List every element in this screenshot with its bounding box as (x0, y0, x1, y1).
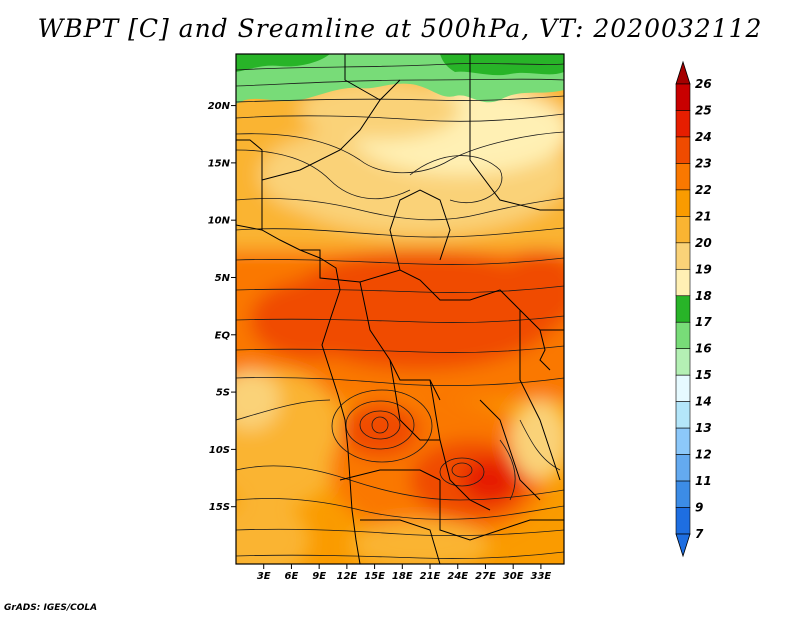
lon-label: 12E (336, 571, 357, 582)
colorbar-segment (675, 480, 691, 508)
colorbar-segment (675, 268, 691, 297)
chart-title: WBPT [C] and Sreamline at 500hPa, VT: 20… (37, 14, 763, 43)
lat-label: 5S (216, 388, 230, 399)
colorbar-segment (675, 216, 691, 244)
colorbar-label: 17 (695, 315, 712, 329)
colorbar-label: 18 (695, 289, 712, 303)
colorbar-segment (675, 83, 691, 111)
colorbar-segment (675, 507, 691, 535)
plot-frame (235, 53, 565, 565)
streamlines (236, 63, 564, 559)
colorbar-label: 23 (695, 156, 712, 170)
colorbar-segment (675, 295, 691, 323)
colorbar-segment (675, 321, 691, 350)
lon-label: 33E (531, 571, 552, 582)
colorbar-top-triangle (675, 60, 691, 85)
colorbar-label: 13 (695, 421, 712, 435)
colorbar-segment (675, 242, 691, 270)
colorbar-segment (675, 163, 691, 191)
lon-label: 9E (312, 571, 326, 582)
lon-label: 21E (420, 571, 441, 582)
country-borders (236, 54, 564, 564)
grads-credit: GrADS: IGES/COLA (4, 603, 98, 613)
colorbar-label: 24 (695, 130, 712, 144)
colorbar: 26 25 24 23 22 21 20 19 18 17 16 15 14 13 12 11 9 7 (675, 60, 712, 558)
colorbar-segment (675, 348, 691, 376)
colorbar-label: 16 (695, 342, 712, 356)
colorbar-segment (675, 401, 691, 429)
lon-label: 3E (257, 571, 271, 582)
colorbar-label: 11 (695, 474, 712, 488)
lat-label: 10S (209, 445, 230, 456)
lon-label: 27E (475, 571, 496, 582)
longitude-axis: 3E 6E 9E 12E 15E 18E 21E 24E 27E 30E 33E (257, 564, 552, 582)
wbpt-field (236, 54, 564, 564)
lat-label: 20N (208, 101, 231, 112)
colorbar-segment (675, 427, 691, 455)
colorbar-label: 14 (695, 395, 712, 409)
colorbar-segment (675, 454, 691, 482)
lon-label: 18E (392, 571, 413, 582)
lon-label: 6E (285, 571, 299, 582)
colorbar-label: 19 (695, 262, 712, 276)
lat-label: EQ (215, 330, 231, 341)
colorbar-segment (675, 374, 691, 402)
lon-label: 30E (503, 571, 524, 582)
colorbar-bottom-triangle (675, 533, 691, 558)
colorbar-segment (675, 189, 691, 217)
colorbar-segment (675, 110, 691, 138)
lat-label: 15N (208, 158, 231, 169)
colorbar-label: 20 (695, 236, 712, 250)
colorbar-label: 26 (695, 77, 712, 91)
colorbar-label: 15 (695, 368, 712, 382)
lat-label: 10N (208, 216, 231, 227)
latitude-axis: 20N 15N 10N 5N EQ 5S 10S 15S (208, 101, 236, 513)
colorbar-segment (675, 136, 691, 164)
colorbar-label: 21 (695, 209, 712, 223)
lat-label: 5N (215, 273, 231, 284)
lon-label: 15E (364, 571, 385, 582)
colorbar-label: 22 (695, 183, 712, 197)
colorbar-label: 7 (695, 527, 704, 541)
lon-label: 24E (447, 571, 468, 582)
lat-label: 15S (209, 502, 230, 513)
colorbar-label: 25 (695, 103, 712, 117)
colorbar-label: 12 (695, 448, 712, 462)
colorbar-label: 9 (695, 501, 703, 515)
